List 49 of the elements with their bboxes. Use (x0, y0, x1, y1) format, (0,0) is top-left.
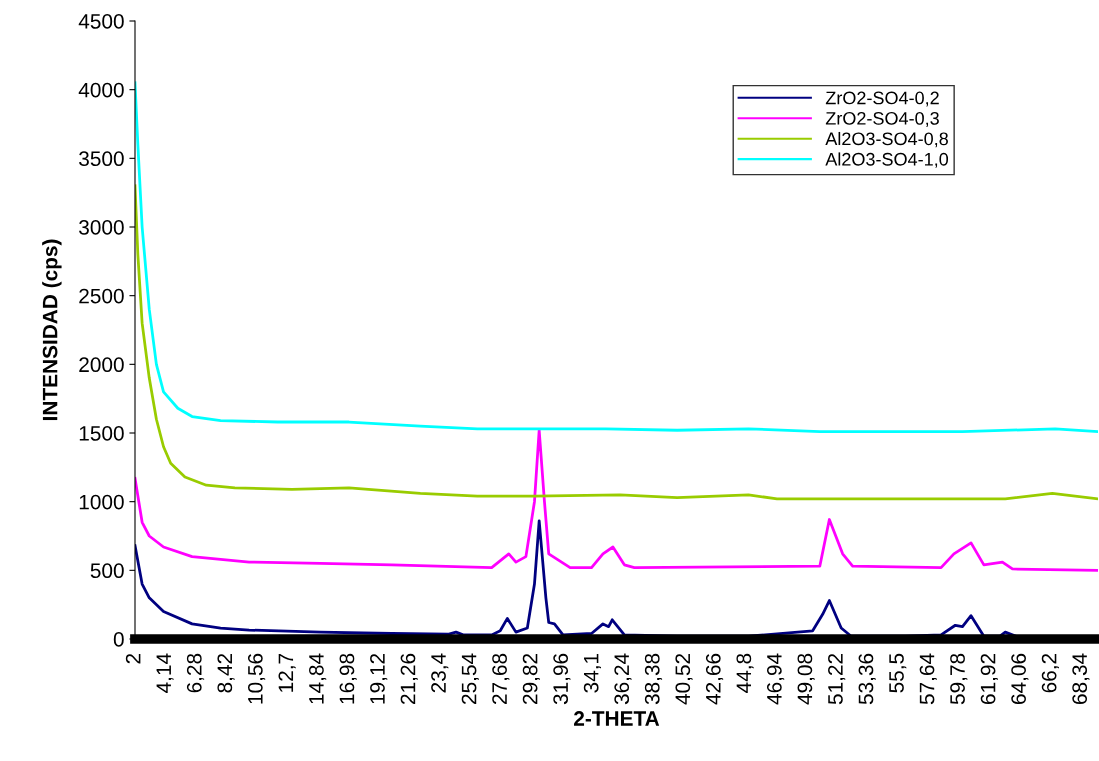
y-tick-label: 2000 (79, 357, 124, 373)
x-tick-label: 64,06 (1011, 653, 1029, 704)
x-tick-label: 38,38 (644, 653, 663, 705)
legend-label: ZrO2-SO4-0,2 (825, 91, 939, 107)
y-tick-label: 500 (90, 563, 124, 579)
x-tick-label: 40,52 (675, 653, 693, 705)
x-tick-label: 29,82 (522, 653, 540, 704)
x-tick-label: 57,64 (919, 653, 937, 705)
y-tick-label: 4000 (78, 82, 124, 98)
x-tick-label: 53,36 (858, 653, 876, 705)
x-tick-label: 27,68 (492, 653, 510, 704)
x-tick-label: 44,8 (736, 653, 754, 693)
x-tick-label: 19,12 (370, 653, 388, 704)
x-axis-title: 2-THETA (574, 711, 660, 726)
x-tick-label: 14,84 (309, 653, 327, 704)
y-axis-title: INTENSIDAD (cps) (42, 239, 62, 421)
x-tick-label: 49,08 (797, 653, 815, 705)
y-tick-label: 1500 (79, 426, 124, 441)
x-tick-label: 21,26 (400, 653, 418, 704)
x-tick-label: 16,98 (339, 653, 357, 704)
x-tick-label: 4,14 (156, 653, 174, 693)
y-tick-label: 3000 (79, 220, 124, 235)
x-tick-label: 61,92 (980, 653, 998, 704)
x-tick-label: 34,1 (583, 653, 602, 693)
x-tick-label: 68,34 (1072, 653, 1090, 704)
x-tick-label: 23,4 (431, 653, 449, 693)
y-tick-label: 0 (113, 632, 124, 647)
x-tick-label: 2 (125, 653, 141, 664)
x-tick-label: 55,5 (889, 653, 907, 693)
legend-label: Al2O3-SO4-0,8 (825, 131, 948, 148)
x-tick-label: 59,78 (950, 653, 968, 705)
x-tick-label: 31,96 (553, 653, 571, 705)
x-tick-label: 6,28 (186, 653, 205, 693)
y-tick-label: 4500 (78, 14, 124, 29)
x-tick-label: 51,22 (828, 653, 846, 705)
x-tick-label: 66,2 (1041, 653, 1059, 693)
line-series (135, 428, 1098, 572)
x-tick-label: 10,56 (247, 653, 266, 704)
y-tick-label: 2500 (79, 288, 124, 304)
x-tick-label: 42,66 (705, 653, 724, 705)
x-tick-label: 12,7 (278, 653, 296, 692)
y-tick-label: 3500 (79, 151, 124, 167)
x-tick-label: 25,54 (461, 653, 479, 704)
x-tick-label: 36,24 (614, 653, 632, 705)
x-tick-label: 8,42 (217, 653, 235, 693)
legend-label: ZrO2-SO4-0,3 (825, 111, 939, 127)
y-tick-label: 1000 (79, 494, 124, 510)
legend-label: Al2O3-SO4-1,0 (825, 152, 949, 168)
x-tick-label: 46,94 (766, 653, 785, 705)
